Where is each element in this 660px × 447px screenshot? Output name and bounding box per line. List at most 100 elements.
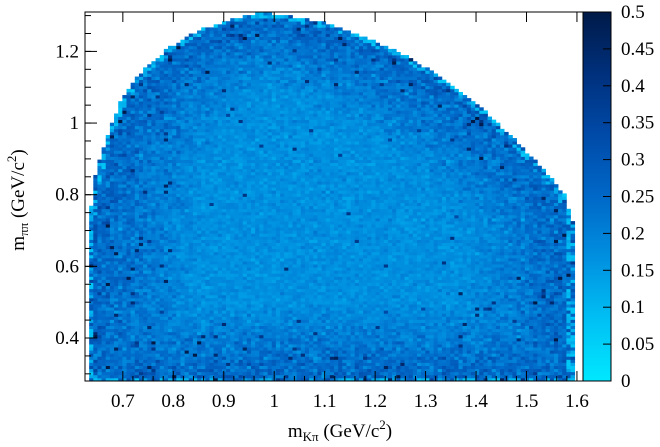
heatmap-cell [280, 291, 285, 296]
heatmap-cell [168, 294, 173, 299]
heatmap-cell [126, 313, 131, 317]
heatmap-cell [197, 147, 202, 151]
heatmap-cell [143, 218, 148, 222]
heatmap-cell [209, 196, 214, 200]
heatmap-cell [109, 291, 115, 296]
heatmap-cell [271, 245, 277, 250]
heatmap-cell [242, 138, 248, 142]
heatmap-cell [267, 202, 273, 207]
heatmap-cell [155, 150, 161, 154]
heatmap-cell [259, 251, 264, 256]
heatmap-cell [275, 91, 281, 96]
heatmap-cell [114, 202, 119, 207]
heatmap-cell [147, 273, 152, 277]
heatmap-cell [89, 227, 94, 231]
heatmap-cell [147, 258, 152, 262]
heatmap-cell [130, 350, 136, 354]
heatmap-cell [192, 135, 198, 139]
heatmap-cell [105, 251, 111, 256]
heatmap-cell [114, 285, 119, 290]
heatmap-cell [217, 98, 223, 102]
heatmap-cell [230, 181, 235, 185]
heatmap-cell [118, 334, 123, 339]
heatmap-cell [201, 58, 206, 62]
heatmap-cell [234, 233, 239, 237]
heatmap-cell [275, 270, 281, 274]
heatmap-cell [138, 107, 144, 111]
heatmap-cell [176, 187, 181, 191]
heatmap-cell [184, 297, 190, 302]
heatmap-cell [147, 138, 152, 142]
heatmap-cell [271, 208, 277, 213]
heatmap-cell [122, 122, 127, 127]
heatmap-cell [197, 347, 202, 351]
heatmap-cell [168, 337, 173, 342]
heatmap-cell [114, 141, 119, 145]
heatmap-cell [251, 304, 256, 308]
heatmap-cell [213, 42, 219, 47]
heatmap-cell [101, 150, 107, 154]
heatmap-cell [230, 153, 235, 157]
heatmap-cell [221, 347, 227, 351]
heatmap-cell [230, 328, 235, 333]
heatmap-cell [192, 261, 198, 265]
heatmap-cell [155, 181, 161, 185]
heatmap-cell [138, 184, 144, 188]
heatmap-cell [184, 153, 190, 157]
heatmap-cell [118, 291, 123, 296]
heatmap-cell [197, 88, 202, 93]
heatmap-cell [172, 165, 177, 170]
heatmap-cell [155, 239, 161, 243]
heatmap-cell [155, 205, 161, 210]
heatmap-cell [118, 159, 123, 164]
heatmap-cell [97, 365, 102, 370]
heatmap-cell [101, 362, 107, 366]
heatmap-cell [176, 362, 181, 366]
heatmap-cell [267, 181, 273, 185]
heatmap-cell [230, 119, 235, 124]
heatmap-cell [205, 98, 210, 102]
heatmap-cell [143, 261, 148, 265]
heatmap-cell [134, 279, 140, 283]
heatmap-cell [280, 233, 285, 237]
heatmap-cell [134, 233, 140, 237]
heatmap-cell [201, 144, 206, 148]
heatmap-cell [118, 359, 123, 363]
heatmap-cell [143, 359, 148, 363]
heatmap-cell [234, 193, 239, 197]
heatmap-cell [263, 116, 268, 120]
heatmap-cell [109, 162, 115, 167]
heatmap-cell [97, 242, 102, 247]
heatmap-cell [163, 276, 169, 280]
heatmap-cell [201, 344, 206, 348]
heatmap-cell [134, 365, 140, 370]
heatmap-cell [271, 21, 277, 25]
heatmap-cell [197, 64, 202, 68]
heatmap-cell [275, 208, 281, 213]
heatmap-cell [134, 107, 140, 111]
heatmap-cell [263, 344, 268, 348]
heatmap-cell [192, 199, 198, 203]
heatmap-cell [251, 196, 256, 200]
heatmap-cell [242, 55, 248, 59]
heatmap-cell [126, 337, 131, 342]
heatmap-cell [184, 36, 190, 41]
heatmap-cell [101, 328, 107, 333]
heatmap-cell [126, 285, 131, 290]
heatmap-cell [242, 214, 248, 219]
heatmap-cell [118, 224, 123, 228]
heatmap-cell [255, 344, 260, 348]
heatmap-cell [213, 344, 219, 348]
heatmap-cell [263, 21, 268, 25]
heatmap-cell [159, 85, 165, 90]
heatmap-cell [143, 168, 148, 173]
heatmap-cell [197, 67, 202, 71]
heatmap-cell [151, 73, 156, 77]
heatmap-cell [192, 285, 198, 290]
heatmap-cell [134, 147, 140, 151]
heatmap-cell [230, 174, 235, 179]
heatmap-cell [180, 270, 185, 274]
heatmap-cell [138, 282, 144, 287]
heatmap-cell [109, 285, 115, 290]
heatmap-cell [151, 70, 156, 74]
